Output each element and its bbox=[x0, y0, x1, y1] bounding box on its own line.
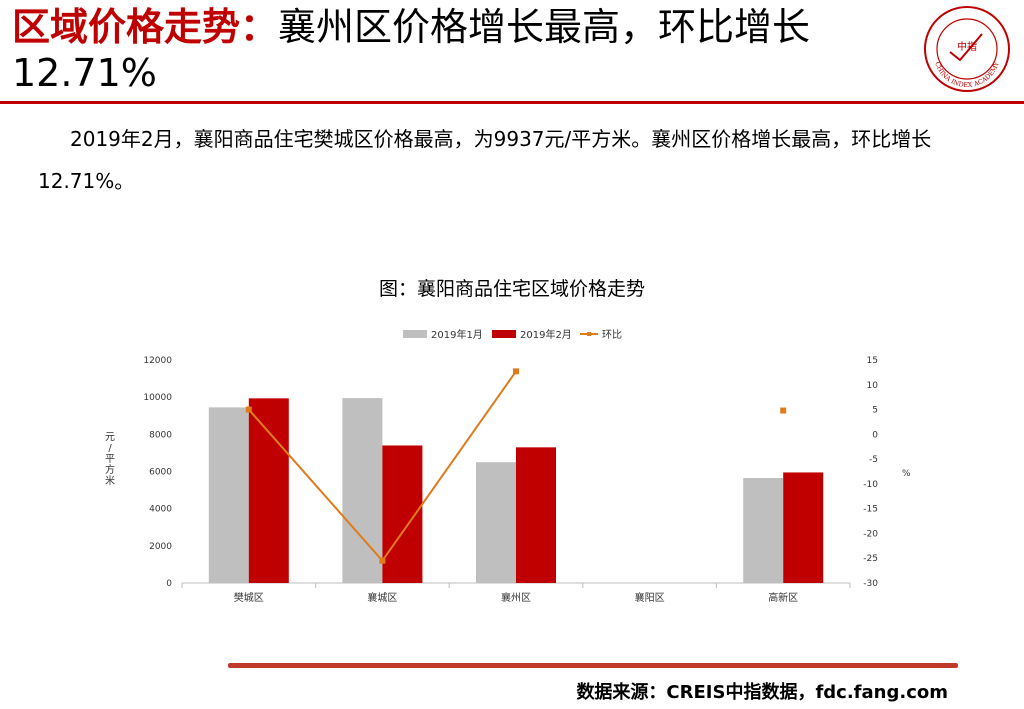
y2-tick-label: -30 bbox=[863, 579, 878, 589]
y-axis-label: 元 bbox=[105, 432, 115, 443]
y2-tick-label: 10 bbox=[867, 381, 879, 391]
china-index-academy-logo: 中指 CHINA INDEX ACADEMY bbox=[924, 6, 1010, 92]
bar-feb bbox=[248, 398, 289, 583]
bar-feb bbox=[783, 472, 824, 583]
y-axis-label: 米 bbox=[105, 474, 115, 487]
legend-label: 2019年2月 bbox=[520, 328, 572, 341]
price-trend-chart: 2019年1月 2019年2月 环比 0 2000 4000 6000 8000 10000 12… bbox=[105, 328, 911, 604]
y-tick-label: 2000 bbox=[149, 542, 172, 552]
page-title-rest: 襄州区价格增长最高，环比增长12.71% bbox=[12, 5, 811, 95]
y2-tick-label: -20 bbox=[863, 529, 878, 539]
mom-point bbox=[780, 407, 787, 414]
y-tick-label: 4000 bbox=[149, 505, 172, 515]
page-title: 区域价格走势：襄州区价格增长最高，环比增长12.71% bbox=[12, 4, 912, 96]
legend-label: 环比 bbox=[602, 329, 622, 341]
bar-feb bbox=[516, 447, 556, 583]
chart-title: 图：襄阳商品住宅区域价格走势 bbox=[378, 278, 645, 300]
y-tick-label: 0 bbox=[166, 579, 172, 589]
x-tick-label: 襄州区 bbox=[501, 591, 531, 604]
footer-rule bbox=[228, 663, 958, 668]
y2-tick-label: -10 bbox=[863, 480, 878, 490]
bar-jan bbox=[743, 478, 784, 583]
bar-jan bbox=[476, 462, 516, 583]
y2-tick-label: -15 bbox=[863, 505, 878, 515]
y-tick-label: 10000 bbox=[143, 393, 172, 403]
y2-tick-label: 15 bbox=[867, 356, 878, 366]
y2-tick-label: -25 bbox=[863, 554, 878, 564]
legend-label: 2019年1月 bbox=[431, 328, 483, 341]
y-tick-label: 8000 bbox=[149, 430, 172, 440]
summary-paragraph: 2019年2月，襄阳商品住宅樊城区价格最高，为9937元/平方米。襄州区价格增长… bbox=[38, 127, 932, 193]
x-tick-label: 襄城区 bbox=[367, 591, 397, 604]
title-divider bbox=[0, 101, 1024, 104]
page-title-highlight: 区域价格走势： bbox=[12, 5, 279, 49]
x-tick-label: 高新区 bbox=[768, 591, 798, 604]
y-tick-label: 12000 bbox=[143, 356, 172, 366]
x-tick-label: 樊城区 bbox=[234, 591, 264, 604]
y-axis-label: 平 bbox=[105, 454, 115, 465]
legend-swatch-feb bbox=[492, 330, 516, 338]
y2-axis-label: % bbox=[902, 469, 911, 479]
mom-point bbox=[513, 368, 519, 375]
mom-point bbox=[379, 557, 386, 564]
y-axis-label: 方 bbox=[105, 463, 115, 476]
data-source: 数据来源：CREIS中指数据，fdc.fang.com bbox=[576, 682, 948, 703]
mom-point bbox=[245, 406, 252, 413]
y2-tick-label: -5 bbox=[869, 455, 878, 465]
y-tick-label: 6000 bbox=[149, 468, 172, 478]
x-tick-label: 襄阳区 bbox=[635, 591, 665, 604]
y-axis-label: / bbox=[108, 443, 112, 454]
y2-tick-label: 5 bbox=[872, 406, 878, 416]
logo-center-text: 中指 bbox=[957, 40, 977, 53]
y2-tick-label: 0 bbox=[872, 430, 878, 440]
legend-swatch-jan bbox=[403, 330, 427, 338]
bar-jan bbox=[208, 407, 249, 583]
legend-marker-mom bbox=[587, 332, 591, 336]
